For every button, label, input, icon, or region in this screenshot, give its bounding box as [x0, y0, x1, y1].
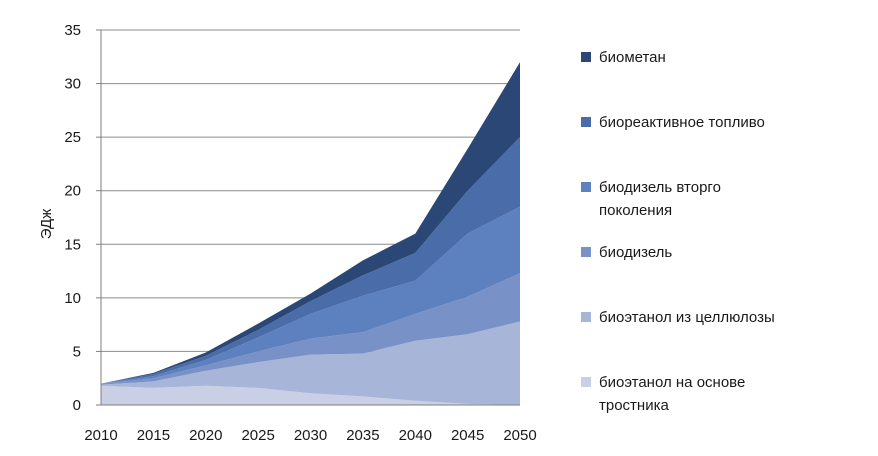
y-tick-label: 30: [64, 76, 81, 93]
legend-swatch: [581, 312, 591, 322]
area-series-2: [101, 321, 520, 405]
x-tick-label: 2010: [84, 427, 117, 444]
x-tick-label: 2035: [346, 427, 379, 444]
area-series-4: [101, 206, 520, 384]
y-tick-label: 25: [64, 129, 81, 146]
y-tick-label: 0: [73, 397, 81, 414]
legend-swatch: [581, 182, 591, 192]
legend-label: биореактивное топливо: [599, 114, 765, 131]
x-tick-label: 2040: [399, 427, 432, 444]
x-tick-label: 2030: [294, 427, 327, 444]
x-tick-label: 2015: [137, 427, 170, 444]
y-tick-label: 35: [64, 22, 81, 39]
y-tick-label: 15: [64, 236, 81, 253]
x-tick-label: 2025: [241, 427, 274, 444]
area-series-3: [101, 273, 520, 385]
y-axis-label: ЭДж: [38, 209, 55, 239]
area-series-6: [101, 62, 520, 384]
x-tick-label: 2050: [503, 427, 536, 444]
area-series: [101, 62, 520, 405]
legend-label: биодизель: [599, 244, 672, 261]
gridlines: [101, 29, 520, 352]
legend-label: биометан: [599, 49, 666, 66]
area-series-1: [101, 385, 520, 405]
y-tick-labels: 0 5 10 15 20 25 30 35: [64, 22, 81, 414]
legend-swatch: [581, 117, 591, 127]
x-tick-labels: 2010 2015 2020 2025 2030 2035 2040 2045 2050: [84, 427, 536, 444]
area-series-5: [101, 137, 520, 384]
legend-swatch: [581, 377, 591, 387]
legend-swatch: [581, 247, 591, 257]
x-tick-label: 2045: [451, 427, 484, 444]
y-tick-label: 5: [73, 343, 81, 360]
axes: [96, 29, 520, 406]
x-tick-label: 2020: [189, 427, 222, 444]
legend-swatch: [581, 52, 591, 62]
y-tick-label: 20: [64, 183, 81, 200]
legend-label: биоэтанол из целлюлозы: [599, 309, 775, 326]
legend: биометан биореактивное топливо биодизель в…: [581, 49, 775, 414]
legend-label: биодизель вторго поколения: [599, 179, 721, 219]
y-tick-label: 10: [64, 290, 81, 307]
legend-label: биоэтанол на основе тростника: [599, 374, 745, 414]
